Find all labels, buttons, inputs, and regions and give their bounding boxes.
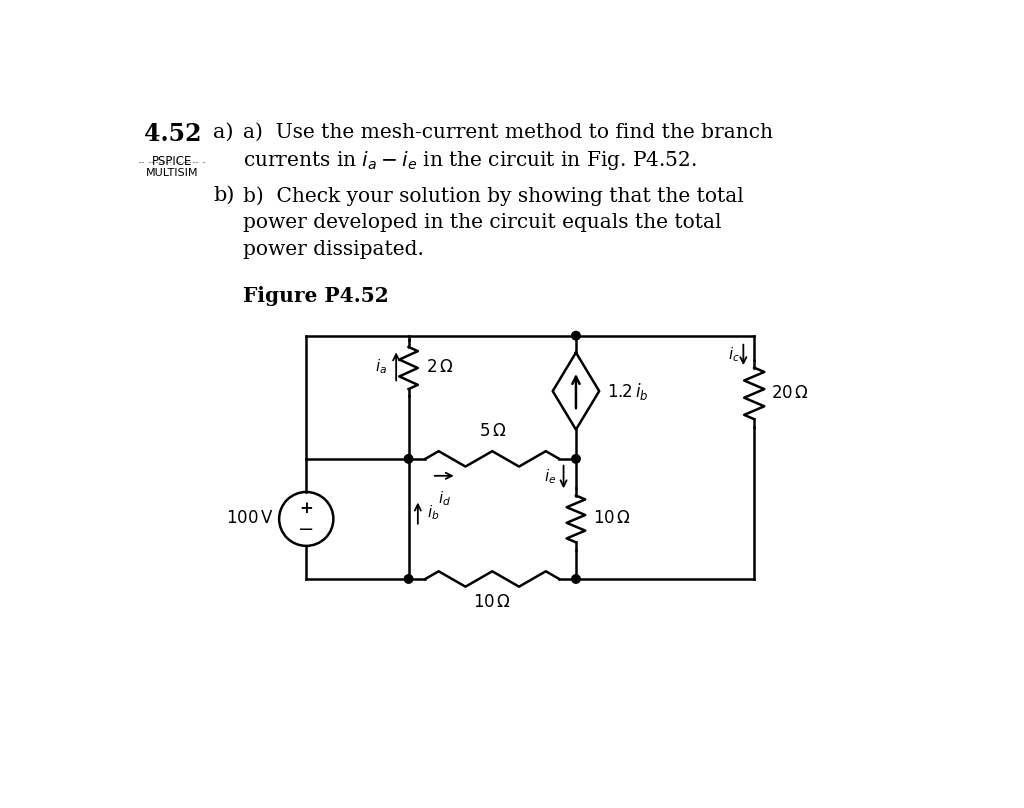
Circle shape	[404, 455, 413, 463]
Text: b): b)	[213, 187, 234, 205]
Text: b)  Check your solution by showing that the total: b) Check your solution by showing that t…	[243, 187, 743, 206]
Text: $i_e$: $i_e$	[544, 468, 556, 486]
Text: a)  Use the mesh-current method to find the branch: a) Use the mesh-current method to find t…	[243, 122, 773, 141]
Text: +: +	[299, 499, 313, 516]
Text: $2\,\Omega$: $2\,\Omega$	[426, 360, 453, 377]
Text: $1.2\,i_b$: $1.2\,i_b$	[607, 381, 648, 402]
Text: $i_a$: $i_a$	[375, 357, 387, 376]
Text: $10\,\Omega$: $10\,\Omega$	[473, 595, 511, 612]
Text: $10\,\Omega$: $10\,\Omega$	[593, 511, 631, 528]
Text: Figure P4.52: Figure P4.52	[243, 286, 388, 306]
Text: $100\,\mathrm{V}$: $100\,\mathrm{V}$	[226, 511, 273, 528]
Text: $20\,\Omega$: $20\,\Omega$	[771, 385, 809, 402]
Text: $5\,\Omega$: $5\,\Omega$	[478, 423, 506, 440]
Text: $i_d$: $i_d$	[437, 489, 451, 507]
Circle shape	[571, 455, 581, 463]
Text: power developed in the circuit equals the total: power developed in the circuit equals th…	[243, 213, 721, 232]
Text: MULTISIM: MULTISIM	[146, 168, 199, 178]
Text: $i_c$: $i_c$	[727, 346, 739, 364]
Text: power dissipated.: power dissipated.	[243, 240, 424, 259]
Circle shape	[404, 574, 413, 583]
Text: a): a)	[213, 122, 233, 141]
Text: $i_b$: $i_b$	[427, 504, 439, 523]
Text: currents in $i_a - i_e$ in the circuit in Fig. P4.52.: currents in $i_a - i_e$ in the circuit i…	[243, 149, 696, 172]
Circle shape	[571, 331, 581, 340]
Text: PSPICE: PSPICE	[152, 155, 193, 169]
Text: 4.52: 4.52	[144, 122, 202, 146]
Circle shape	[571, 574, 581, 583]
Text: −: −	[298, 521, 314, 540]
